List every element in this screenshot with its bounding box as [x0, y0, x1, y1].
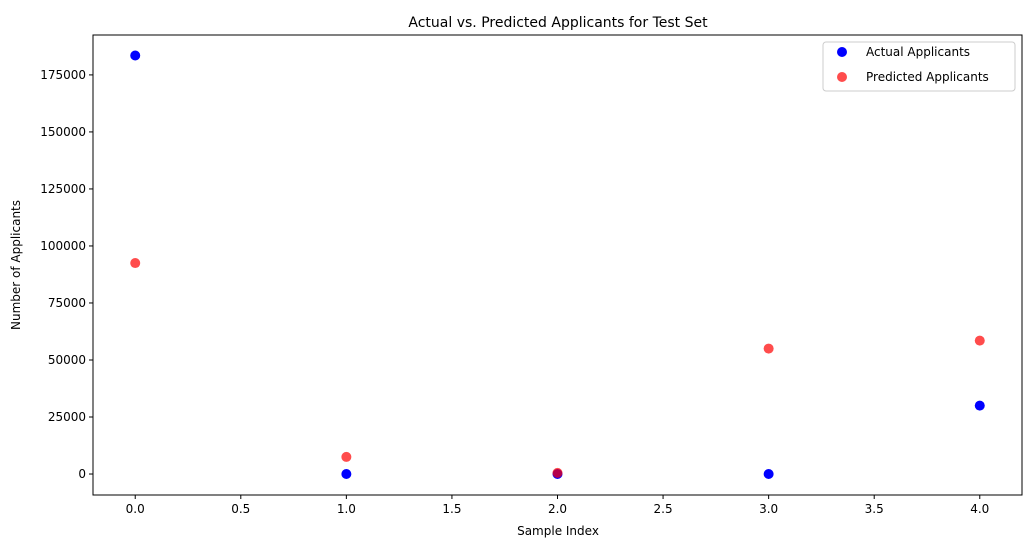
predicted-applicants-point: [341, 451, 352, 462]
legend-marker-predicted: [837, 72, 847, 82]
x-tick-label: 0.0: [126, 502, 145, 516]
x-tick-label: 0.5: [231, 502, 250, 516]
x-tick-label: 2.5: [654, 502, 673, 516]
y-tick-label: 175000: [40, 68, 86, 82]
plot-area: [93, 35, 1022, 495]
y-tick-label: 75000: [48, 296, 86, 310]
predicted-applicants-point: [763, 343, 774, 354]
legend-label-actual: Actual Applicants: [866, 45, 970, 59]
x-tick-label: 4.0: [970, 502, 989, 516]
legend-box: [822, 41, 1016, 92]
predicted-applicants-point: [130, 258, 141, 269]
y-tick-label: 50000: [48, 353, 86, 367]
y-tick-label: 125000: [40, 182, 86, 196]
plot-frame: [92, 34, 1023, 496]
actual-applicants-point: [974, 400, 985, 411]
predicted-applicants-point: [974, 335, 985, 346]
legend-label-predicted: Predicted Applicants: [866, 70, 989, 84]
x-axis-label: Sample Index: [517, 524, 599, 538]
x-tick-label: 3.0: [759, 502, 778, 516]
actual-applicants-point: [341, 469, 352, 480]
x-tick-label: 1.0: [337, 502, 356, 516]
x-tick-label: 3.5: [865, 502, 884, 516]
y-axis-ticks: 0 25000 50000 75000 100000 125000 150000 175000: [40, 68, 93, 481]
x-axis-ticks: 0.0 0.5 1.0 1.5 2.0 2.5 3.0 3.5 4.0: [126, 495, 989, 516]
actual-applicants-point: [130, 50, 141, 61]
actual-applicants-point: [763, 469, 774, 480]
x-tick-label: 2.0: [548, 502, 567, 516]
y-tick-label: 150000: [40, 125, 86, 139]
chart-title: Actual vs. Predicted Applicants for Test…: [408, 15, 708, 31]
y-axis-label: Number of Applicants: [9, 200, 23, 330]
predicted-applicants-point: [552, 467, 563, 478]
legend-marker-actual: [837, 47, 847, 57]
data-points: [130, 50, 985, 480]
y-tick-label: 0: [78, 467, 86, 481]
y-tick-label: 100000: [40, 239, 86, 253]
legend: Actual Applicants Predicted Applicants: [822, 41, 1016, 92]
y-tick-label: 25000: [48, 410, 86, 424]
x-tick-label: 1.5: [442, 502, 461, 516]
